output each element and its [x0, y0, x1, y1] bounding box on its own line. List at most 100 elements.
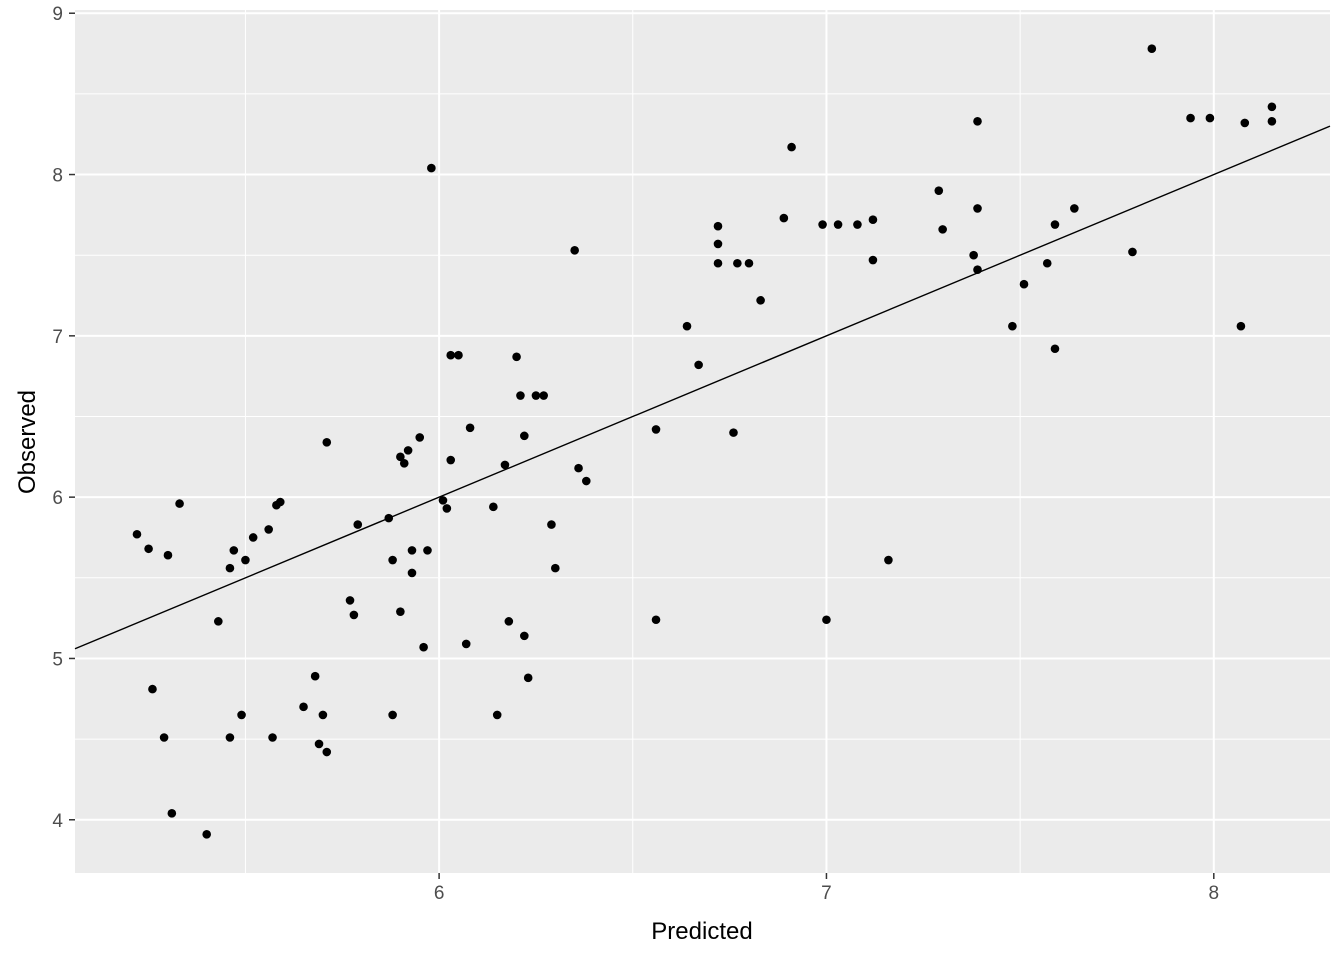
data-point [1267, 102, 1277, 112]
data-point [1019, 279, 1029, 289]
data-point [399, 458, 409, 468]
y-tick-label: 6 [52, 488, 63, 509]
data-point [868, 215, 878, 225]
data-point [581, 476, 591, 486]
data-point [268, 733, 277, 742]
data-point [345, 596, 355, 605]
data-point [419, 642, 428, 652]
data-point [651, 425, 661, 434]
x-axis: 6 7 8 [434, 873, 1219, 904]
data-point [787, 142, 796, 152]
reference-line [74, 125, 1331, 650]
data-point [1050, 220, 1060, 229]
data-point [310, 671, 320, 681]
data-point [1186, 113, 1195, 123]
data-point [733, 258, 742, 268]
data-point [299, 702, 308, 712]
data-point [969, 250, 978, 260]
data-point [388, 710, 397, 720]
data-point [415, 433, 425, 442]
data-point [225, 733, 235, 742]
data-point [934, 186, 944, 195]
data-point [159, 733, 169, 742]
data-point [713, 239, 723, 249]
data-point [756, 296, 765, 305]
data-point [465, 423, 475, 433]
data-point [1042, 258, 1052, 268]
data-point [229, 546, 239, 555]
y-tick-label: 5 [52, 649, 63, 670]
data-point [175, 499, 184, 508]
data-point [682, 321, 692, 331]
data-point [853, 220, 862, 229]
data-point [202, 829, 211, 839]
data-point [407, 546, 417, 555]
data-point [1236, 321, 1246, 331]
data-point [237, 710, 246, 720]
data-point [729, 428, 738, 437]
data-point [938, 225, 947, 234]
minor-gridlines [75, 10, 1330, 873]
data-point [241, 555, 250, 565]
data-point [822, 615, 831, 625]
data-point [454, 350, 463, 360]
data-point [973, 265, 982, 275]
data-point [427, 163, 436, 173]
data-point [163, 550, 173, 560]
y-axis: 4 5 6 7 8 9 [52, 4, 75, 832]
data-point [512, 352, 521, 362]
data-point [547, 520, 556, 529]
data-point [868, 255, 878, 265]
data-point [973, 117, 982, 126]
major-gridlines [75, 10, 1330, 873]
data-point [214, 617, 223, 626]
data-point [167, 809, 177, 818]
data-point [551, 563, 560, 573]
data-point [504, 617, 514, 626]
data-point [744, 258, 754, 268]
data-point [520, 631, 529, 641]
data-point [318, 710, 328, 720]
data-point [248, 533, 258, 542]
plot-panel [75, 10, 1330, 873]
y-tick-label: 7 [52, 327, 63, 348]
data-point [314, 739, 324, 749]
data-point [275, 497, 285, 507]
data-point [651, 615, 661, 625]
data-point [489, 502, 498, 512]
x-tick-label: 6 [434, 883, 445, 904]
data-point [446, 455, 456, 465]
data-point [500, 460, 510, 470]
data-point [539, 391, 548, 400]
data-point [779, 213, 789, 223]
data-point [1128, 247, 1137, 257]
data-point [1050, 344, 1060, 354]
data-point [713, 221, 723, 231]
y-axis-title: Observed [14, 390, 41, 494]
data-point [396, 607, 405, 616]
x-tick-label: 7 [821, 883, 832, 904]
data-point [384, 513, 394, 523]
x-axis-title: Predicted [651, 918, 752, 945]
data-point [442, 504, 452, 513]
data-point [322, 747, 332, 757]
data-point [438, 496, 448, 505]
data-points [132, 44, 1277, 839]
data-point [574, 463, 583, 473]
data-point [132, 529, 142, 539]
data-point [322, 438, 332, 447]
data-point [264, 525, 273, 534]
data-point [694, 360, 703, 370]
data-point [423, 546, 432, 555]
data-point [349, 610, 359, 620]
data-point [520, 431, 529, 441]
y-tick-label: 4 [52, 811, 63, 832]
data-point [833, 220, 843, 229]
data-point [396, 452, 405, 462]
reference-line-layer [74, 125, 1331, 650]
data-point [353, 520, 363, 529]
data-point [973, 204, 982, 213]
data-point [388, 555, 397, 565]
data-point [492, 710, 502, 720]
